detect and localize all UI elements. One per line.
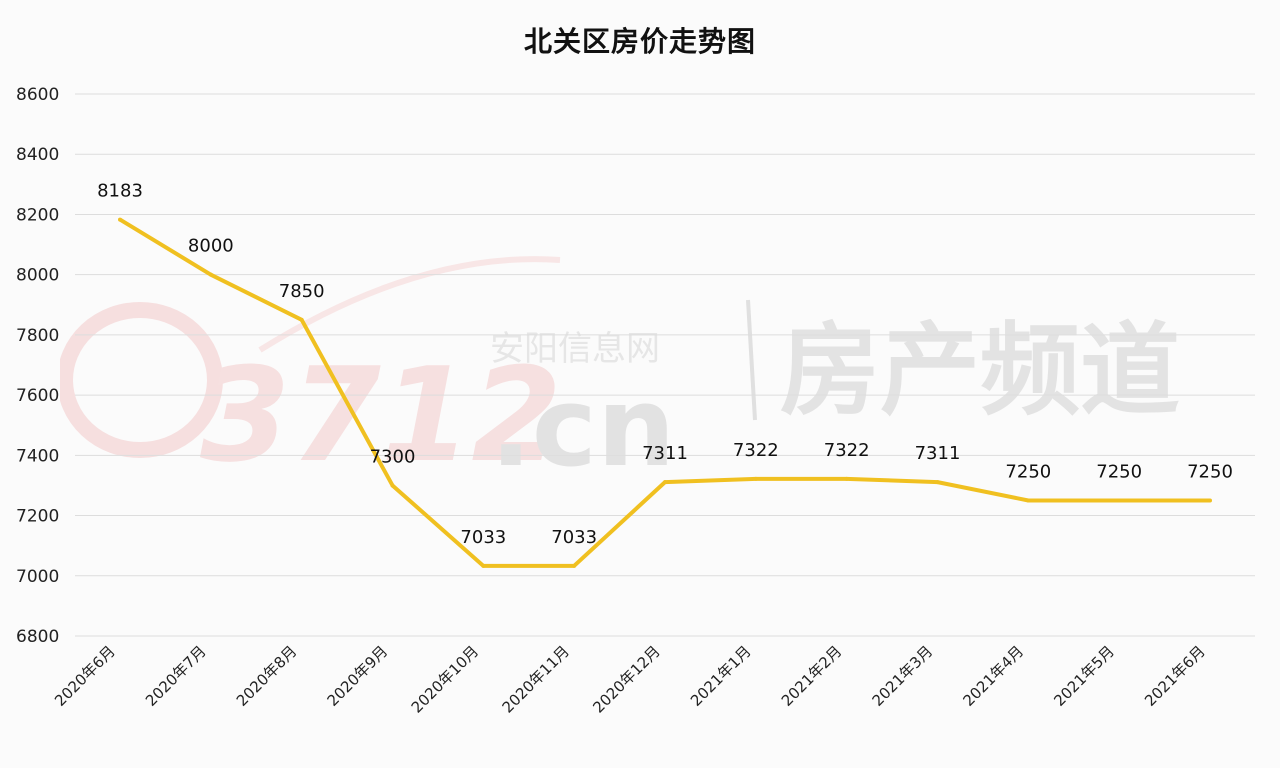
x-tick-label: 2020年6月 xyxy=(51,642,119,710)
data-point xyxy=(844,476,849,481)
data-point xyxy=(118,217,122,222)
x-tick-label: 2020年10月 xyxy=(408,642,482,716)
data-label: 8183 xyxy=(97,181,143,202)
data-label: 7300 xyxy=(370,446,416,467)
data-label: 7322 xyxy=(824,440,870,461)
x-tick-label: 2020年9月 xyxy=(324,642,392,710)
data-label: 7250 xyxy=(1005,462,1051,483)
y-tick-label: 8000 xyxy=(16,266,59,286)
data-label: 8000 xyxy=(188,236,234,257)
data-point xyxy=(208,272,213,277)
x-tick-label: 2021年6月 xyxy=(1141,642,1209,710)
y-tick-label: 7200 xyxy=(16,507,59,527)
data-label: 7250 xyxy=(1187,462,1233,483)
chart-title: 北关区房价走势图 xyxy=(523,25,756,58)
x-tick-label: 2021年5月 xyxy=(1050,642,1118,710)
data-point xyxy=(1117,498,1122,503)
x-tick-label: 2021年2月 xyxy=(778,642,846,710)
data-label: 7322 xyxy=(733,440,779,461)
x-tick-label: 2020年7月 xyxy=(142,642,210,710)
data-point xyxy=(1026,498,1031,503)
grid-layer xyxy=(75,93,1255,637)
y-tick-label: 7800 xyxy=(16,326,59,346)
y-tick-label: 8600 xyxy=(16,85,59,105)
series-line xyxy=(118,217,1210,568)
data-point xyxy=(1208,498,1212,503)
y-tick-label: 7000 xyxy=(16,567,59,587)
y-tick-label: 7400 xyxy=(16,446,59,466)
x-tick-label: 2020年12月 xyxy=(589,642,663,716)
x-tick-label: 2020年8月 xyxy=(233,642,301,710)
data-point xyxy=(572,563,577,568)
x-axis: 2020年6月 2020年7月 2020年8月 2020年9月 2020年10月 2020… xyxy=(51,642,1209,716)
data-point xyxy=(663,480,667,485)
x-tick-label: 2021年1月 xyxy=(687,642,755,710)
y-tick-label: 8400 xyxy=(16,145,59,165)
y-tick-label: 7600 xyxy=(16,386,59,406)
y-tick-label: 6800 xyxy=(16,627,59,647)
data-label: 7311 xyxy=(642,443,688,464)
data-label: 7033 xyxy=(551,527,597,548)
data-point xyxy=(935,480,940,485)
data-point xyxy=(299,317,304,322)
y-tick-label: 8200 xyxy=(16,205,59,225)
data-point xyxy=(481,563,486,568)
data-label: 7033 xyxy=(460,527,506,548)
data-point xyxy=(390,483,395,488)
y-axis: 6800 7000 7200 7400 7600 7800 8000 8200 8400 8600 xyxy=(16,85,59,647)
x-tick-label: 2020年11月 xyxy=(499,642,573,716)
data-label-group: 8183 8000 7850 7300 7033 7033 7311 7322 7322 7311… xyxy=(97,181,1233,568)
x-tick-label: 2021年4月 xyxy=(959,642,1027,710)
data-point xyxy=(753,476,758,481)
data-label: 7250 xyxy=(1096,462,1142,483)
data-label: 7850 xyxy=(279,281,325,302)
x-tick-label: 2021年3月 xyxy=(869,642,937,710)
data-label: 7311 xyxy=(915,443,961,464)
series-line-group xyxy=(118,217,1210,568)
